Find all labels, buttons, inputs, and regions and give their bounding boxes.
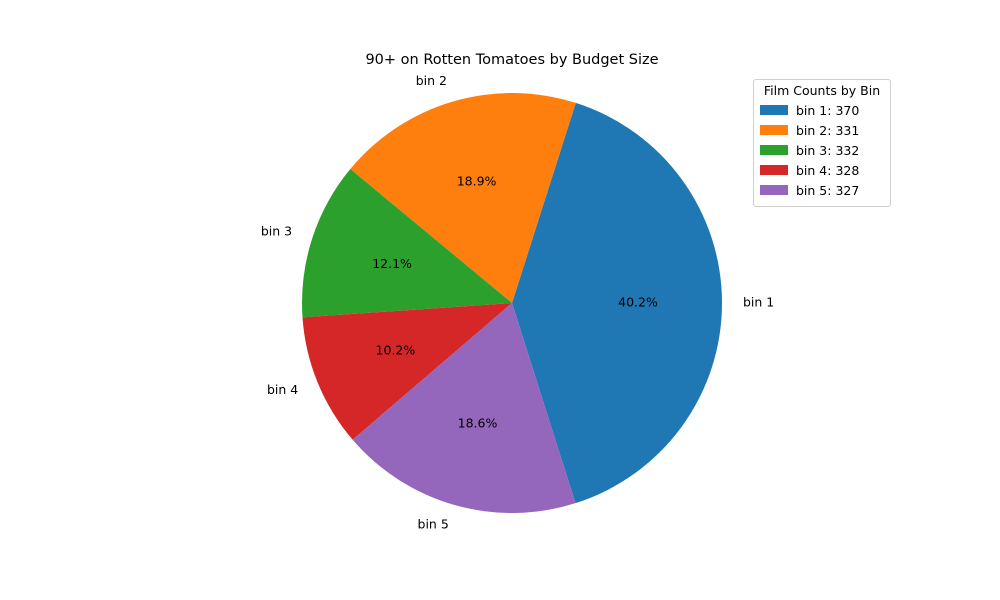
legend-label-1: bin 1: 370 <box>796 102 860 118</box>
pie-slice-1 <box>512 102 723 504</box>
slice-percent-5: 18.6% <box>458 416 498 431</box>
legend-swatch-3 <box>760 145 788 155</box>
slice-label-4: bin 4 <box>267 382 298 397</box>
slice-label-5: bin 5 <box>418 517 449 532</box>
slice-label-2: bin 2 <box>416 73 447 88</box>
slice-percent-3: 12.1% <box>372 256 412 271</box>
legend-label-4: bin 4: 328 <box>796 162 860 178</box>
legend-entry-4: bin 4: 328 <box>760 160 884 180</box>
pie-slice-2 <box>350 93 576 303</box>
legend-entry-1: bin 1: 370 <box>760 100 884 120</box>
legend-label-2: bin 2: 331 <box>796 122 860 138</box>
legend-swatch-4 <box>760 165 788 175</box>
pie-labels: bin 1 40.2% bin 2 18.9% bin 3 12.1% bin 4 10.2%… <box>261 73 774 532</box>
chart-title: 90+ on Rotten Tomatoes by Budget Size <box>365 52 658 68</box>
slice-percent-4: 10.2% <box>376 342 416 357</box>
legend-entry-5: bin 5: 327 <box>760 180 884 200</box>
legend-swatch-1 <box>760 105 788 115</box>
legend-label-3: bin 3: 332 <box>796 142 860 158</box>
pie-slices <box>301 93 723 513</box>
slice-label-1: bin 1 <box>743 295 774 310</box>
slice-percent-2: 18.9% <box>457 174 497 189</box>
legend-swatch-5 <box>760 185 788 195</box>
pie-slice-3 <box>301 169 512 318</box>
legend-entry-2: bin 2: 331 <box>760 120 884 140</box>
legend-entries: bin 1: 370 bin 2: 331 bin 3: 332 bin 4: 328… <box>760 100 884 200</box>
legend-swatch-2 <box>760 125 788 135</box>
legend-label-5: bin 5: 327 <box>796 182 860 198</box>
legend-entry-3: bin 3: 332 <box>760 140 884 160</box>
legend-title: Film Counts by Bin <box>763 83 881 98</box>
pie-slice-4 <box>302 303 512 440</box>
pie-slice-5 <box>352 303 576 513</box>
slice-percent-1: 40.2% <box>618 295 658 310</box>
slice-label-3: bin 3 <box>261 224 292 239</box>
legend: Film Counts by Bin bin 1: 370 bin 2: 331 b… <box>753 79 891 207</box>
